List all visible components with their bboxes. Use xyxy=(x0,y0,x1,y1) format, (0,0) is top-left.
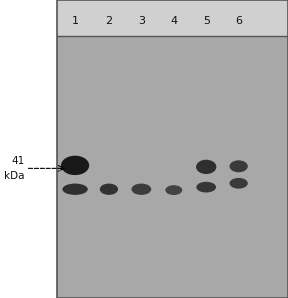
Text: 3: 3 xyxy=(138,16,145,26)
Ellipse shape xyxy=(165,185,182,195)
Ellipse shape xyxy=(62,184,88,195)
Text: 2: 2 xyxy=(105,16,113,26)
Bar xyxy=(57,0,288,298)
Text: 41: 41 xyxy=(11,156,24,166)
Text: 4: 4 xyxy=(170,16,177,26)
Ellipse shape xyxy=(230,160,248,172)
Text: 1: 1 xyxy=(72,16,79,26)
Text: 5: 5 xyxy=(203,16,210,26)
Bar xyxy=(57,36,288,298)
Ellipse shape xyxy=(196,182,216,193)
Ellipse shape xyxy=(100,184,118,195)
Ellipse shape xyxy=(132,184,151,195)
Ellipse shape xyxy=(61,156,89,175)
Bar xyxy=(57,0,288,36)
Ellipse shape xyxy=(196,160,216,174)
Ellipse shape xyxy=(230,178,248,189)
Text: kDa: kDa xyxy=(4,171,24,181)
Text: 6: 6 xyxy=(235,16,242,26)
